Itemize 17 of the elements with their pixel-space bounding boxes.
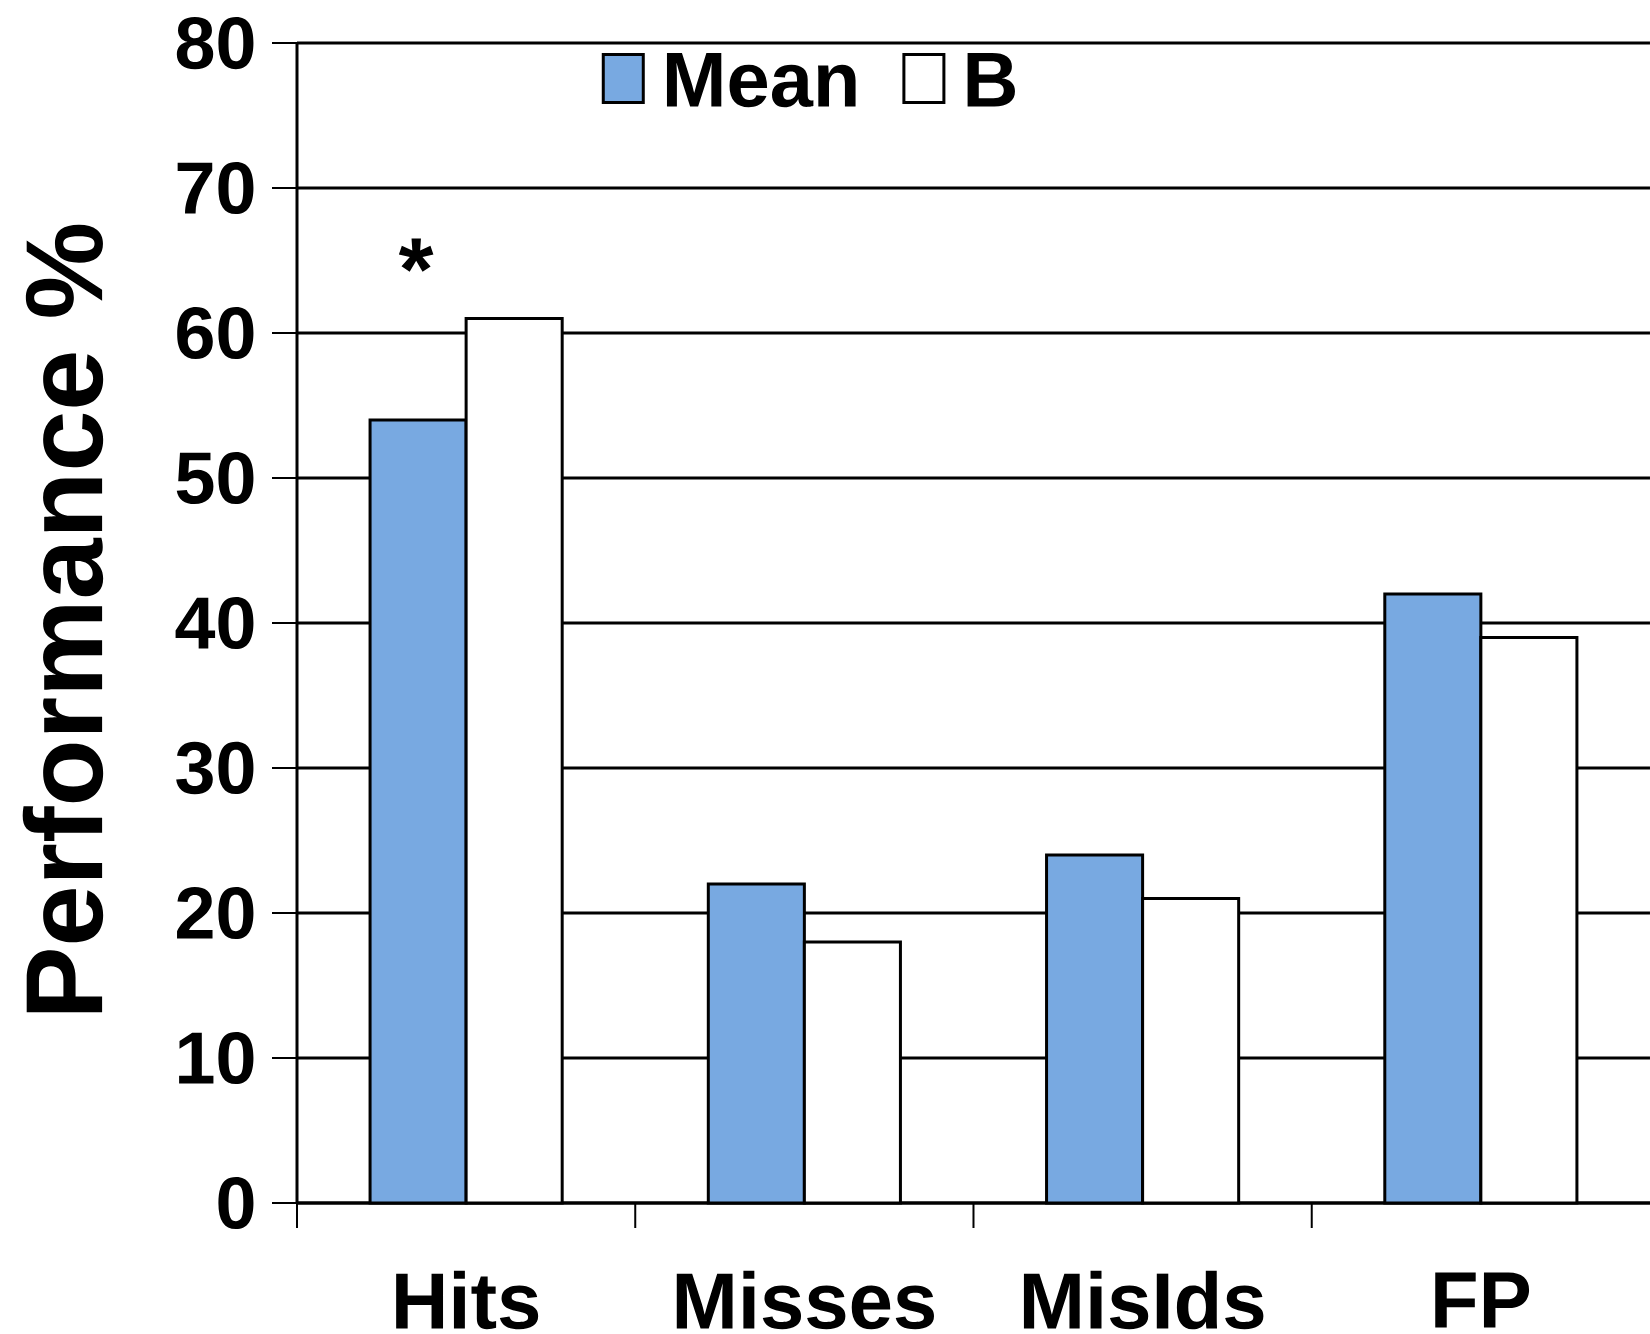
y-tick-label: 30 [176,741,254,795]
legend-label: B [967,53,1015,107]
x-tick-label: Misses [676,1270,934,1330]
legend-label: Mean [666,53,856,108]
x-tick-label: FP [1435,1272,1530,1328]
y-tick-label: 60 [177,306,254,360]
y-tick-label: 80 [176,16,254,70]
y-tick-label: 70 [177,161,254,215]
y-axis-title: Performance % [22,224,104,1013]
annotation: * [398,238,434,272]
y-tick-label: 50 [176,451,254,505]
x-tick-label: MisIds [1023,1270,1264,1330]
y-tick-label: 20 [177,886,254,940]
x-tick-label: Hits [396,1270,539,1330]
y-tick-label: 0 [218,1176,254,1230]
y-tick-label: 40 [175,596,254,650]
y-tick-label: 10 [179,1031,254,1085]
